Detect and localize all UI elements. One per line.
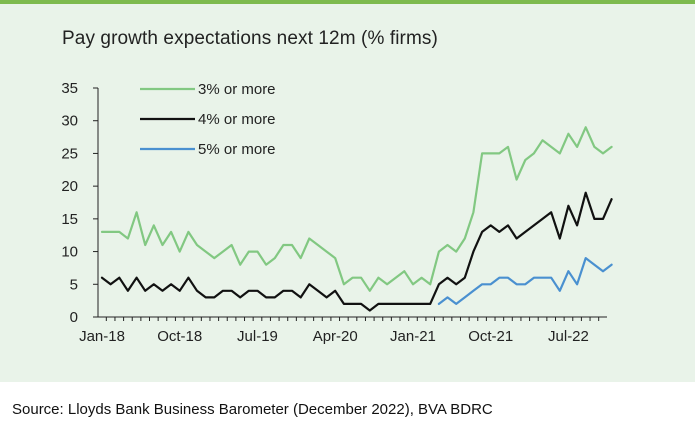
series-layer [100, 126, 613, 312]
legend-label: 3% or more [198, 81, 276, 98]
x-tick-label: Jan-18 [79, 328, 125, 345]
source-note: Source: Lloyds Bank Business Barometer (… [12, 401, 493, 418]
y-tick-label: 25 [61, 145, 78, 162]
x-tick-label: Jan-21 [390, 328, 436, 345]
y-tick-label: 35 [61, 80, 78, 97]
legend: 3% or more 4% or more 5% or more [140, 81, 276, 158]
x-tick-label: Oct-18 [157, 328, 202, 345]
series-line-2 [100, 191, 613, 312]
y-tick-label: 30 [61, 113, 78, 130]
y-tick-label: 15 [61, 211, 78, 228]
y-tick-label: 0 [70, 309, 78, 326]
chart-axes: 0 5 10 15 20 25 30 35 Jan-18 Oct-18 Jul-19 Apr-20 Ja… [61, 80, 607, 345]
x-tick-label: Apr-20 [313, 328, 358, 345]
x-tick-label: Oct-21 [468, 328, 513, 345]
legend-label: 5% or more [198, 141, 276, 158]
chart-panel [0, 4, 695, 382]
legend-label: 4% or more [198, 111, 276, 128]
top-accent-rule [0, 0, 695, 4]
y-tick-label: 10 [61, 244, 78, 261]
y-tick-label: 20 [61, 178, 78, 195]
series-line-3 [437, 257, 613, 305]
y-tick-label: 5 [70, 276, 78, 293]
chart-title: Pay growth expectations next 12m (% firm… [62, 28, 438, 49]
x-tick-label: Jul-19 [237, 328, 278, 345]
x-tick-label: Jul-22 [548, 328, 589, 345]
series-line-1 [100, 126, 613, 292]
